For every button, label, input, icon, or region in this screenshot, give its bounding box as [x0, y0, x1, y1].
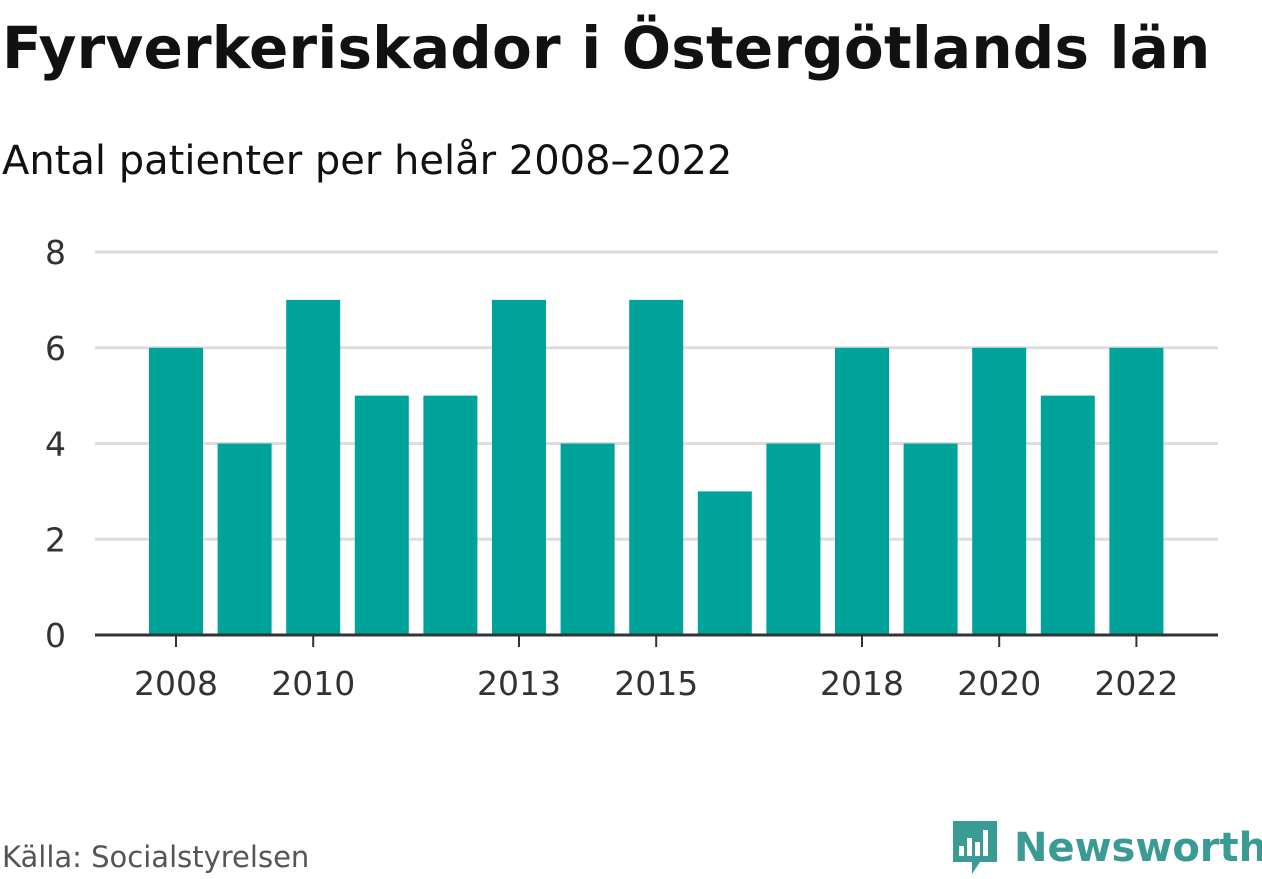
chart-subtitle: Antal patienter per helår 2008–2022 [2, 138, 733, 184]
bar-2019 [903, 443, 958, 635]
bar-2008 [149, 347, 203, 635]
x-tick-label: 2020 [957, 664, 1041, 703]
bar-2021 [1040, 395, 1095, 635]
bar-2020 [972, 347, 1027, 635]
bar-2015 [629, 299, 684, 635]
x-tick-label: 2013 [477, 664, 561, 703]
y-tick-label: 0 [45, 616, 66, 655]
bar-2014 [560, 443, 615, 635]
x-tick-label: 2010 [271, 664, 355, 703]
y-tick-label: 6 [45, 329, 66, 368]
y-tick-label: 4 [45, 425, 66, 464]
y-tick-label: 2 [45, 520, 66, 559]
x-tick-label: 2008 [134, 664, 218, 703]
x-tick-label: 2022 [1094, 664, 1178, 703]
bar-2010 [286, 299, 341, 635]
x-tick-label: 2015 [614, 664, 698, 703]
bar-2013 [492, 299, 546, 635]
source-note: Källa: Socialstyrelsen [2, 840, 310, 874]
x-tick-label: 2018 [820, 664, 904, 703]
brand-name: Newsworthy [1014, 825, 1262, 871]
brand-logo: Newsworthy [950, 818, 1262, 878]
bar-2016 [697, 491, 752, 635]
bar-2022 [1109, 347, 1164, 635]
bar-2011 [354, 395, 409, 635]
bar-2009 [217, 443, 272, 635]
chart-title: Fyrverkeriskador i Östergötlands län [2, 14, 1211, 82]
bar-chart: 0 2 4 6 8 2008 2010 2013 2015 2018 2020 2022 [45, 233, 1218, 703]
bar-2018 [835, 347, 889, 635]
y-tick-label: 8 [45, 233, 66, 272]
bar-2012 [423, 395, 478, 635]
bar-2017 [766, 443, 821, 635]
bar-chart-speech-bubble-icon [953, 821, 997, 874]
